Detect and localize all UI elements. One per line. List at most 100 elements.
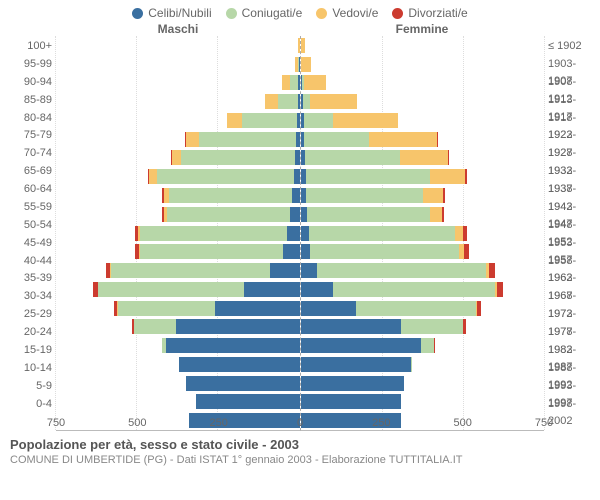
bar-segment-single [301, 357, 411, 372]
bar-segment-married [309, 226, 455, 241]
birth-label: 1978-1982 [544, 324, 596, 342]
pyramid-bar [301, 188, 445, 203]
bar-segment-married [118, 301, 215, 316]
bar-segment-widowed [298, 38, 300, 53]
legend-label: Coniugati/e [242, 6, 303, 20]
pyramid-row [301, 92, 545, 111]
pyramid-bar [301, 207, 445, 222]
bar-segment-divorced [434, 338, 435, 353]
bar-segment-single [301, 319, 402, 334]
bar-segment-single [297, 113, 300, 128]
bar-segment-single [292, 188, 299, 203]
birth-label: 1948-1952 [544, 217, 596, 235]
bar-segment-married [157, 169, 293, 184]
legend-item: Vedovi/e [316, 6, 378, 20]
pyramid-row [301, 130, 545, 149]
bar-segment-married [167, 207, 290, 222]
birth-label: 1933-1937 [544, 163, 596, 181]
bar-segment-divorced [464, 244, 469, 259]
birth-label: 1953-1957 [544, 235, 596, 253]
pyramid-row [301, 242, 545, 261]
pyramid-row [56, 92, 300, 111]
bar-segment-married [307, 207, 430, 222]
bar-segment-divorced [465, 169, 467, 184]
bar-segment-single [301, 338, 421, 353]
pyramid-row [301, 149, 545, 168]
pyramid-bar [148, 169, 300, 184]
legend-label: Celibi/Nubili [148, 6, 211, 20]
pyramid-bar [301, 226, 467, 241]
legend-dot [132, 8, 143, 19]
bar-segment-widowed [310, 94, 357, 109]
pyramid-bar [135, 244, 299, 259]
bar-segment-married [242, 113, 297, 128]
bar-segment-married [356, 301, 476, 316]
age-label: 50-54 [4, 217, 56, 235]
chart: Fasce di età Anni di nascita 100+95-9990… [0, 36, 600, 431]
birth-label: 1968-1972 [544, 288, 596, 306]
pyramid-bar [301, 357, 412, 372]
pyramid-bar [301, 394, 402, 409]
pyramid-row [301, 336, 545, 355]
legend-dot [316, 8, 327, 19]
bar-segment-divorced [448, 150, 449, 165]
pyramid-bar [135, 226, 299, 241]
pyramid-bar [265, 94, 299, 109]
bar-segment-married [401, 319, 463, 334]
pyramid-row [301, 317, 545, 336]
bar-segment-single [186, 376, 300, 391]
pyramid-row [56, 299, 300, 318]
bar-segment-single [166, 338, 299, 353]
bar-segment-single [301, 263, 317, 278]
pyramid-bar [186, 376, 300, 391]
age-label: 30-34 [4, 288, 56, 306]
legend-label: Vedovi/e [332, 6, 378, 20]
pyramid-row [56, 393, 300, 412]
birth-label: 1998-2002 [544, 396, 596, 414]
pyramid-row [301, 374, 545, 393]
bar-segment-single [179, 357, 299, 372]
age-label: 40-44 [4, 253, 56, 271]
bar-segment-single [196, 394, 300, 409]
age-label: 15-19 [4, 342, 56, 360]
pyramid-bar [301, 301, 482, 316]
pyramid-row [301, 224, 545, 243]
bar-segment-single [290, 207, 299, 222]
pyramid-bar [162, 338, 300, 353]
bar-segment-single [295, 150, 300, 165]
pyramid-row [56, 280, 300, 299]
pyramid-row [56, 149, 300, 168]
pyramid-row [56, 130, 300, 149]
age-label: 55-59 [4, 199, 56, 217]
x-tick: 750 [47, 417, 65, 429]
x-tick: 500 [453, 417, 471, 429]
x-tick: 250 [209, 417, 227, 429]
bar-segment-married [199, 132, 296, 147]
bar-segment-married [169, 188, 292, 203]
bar-segment-single [301, 282, 333, 297]
pyramid-row [56, 224, 300, 243]
y-axis-left-title: Fasce di età [0, 168, 3, 233]
pyramid-bar [93, 282, 299, 297]
pyramid-bar [301, 263, 495, 278]
bar-segment-single [270, 263, 299, 278]
bar-segment-widowed [227, 113, 242, 128]
bar-segment-single [301, 244, 310, 259]
pyramid-row [56, 186, 300, 205]
bar-segment-divorced [442, 207, 445, 222]
bar-segment-divorced [463, 226, 467, 241]
birth-label: 1928-1932 [544, 145, 596, 163]
pyramid-row [301, 205, 545, 224]
age-label: 20-24 [4, 324, 56, 342]
y-axis-birth-labels: ≤ 19021903-19071908-19121913-19171918-19… [544, 36, 596, 431]
bar-segment-single [283, 244, 299, 259]
pyramid-row [301, 280, 545, 299]
bar-segment-widowed [301, 57, 311, 72]
bar-segment-single [301, 376, 405, 391]
footer: Popolazione per età, sesso e stato civil… [0, 431, 600, 466]
pyramid-bar [301, 169, 468, 184]
bar-segment-widowed [186, 132, 199, 147]
male-side [56, 36, 301, 431]
pyramid-row [56, 374, 300, 393]
pyramid-bar [179, 357, 299, 372]
